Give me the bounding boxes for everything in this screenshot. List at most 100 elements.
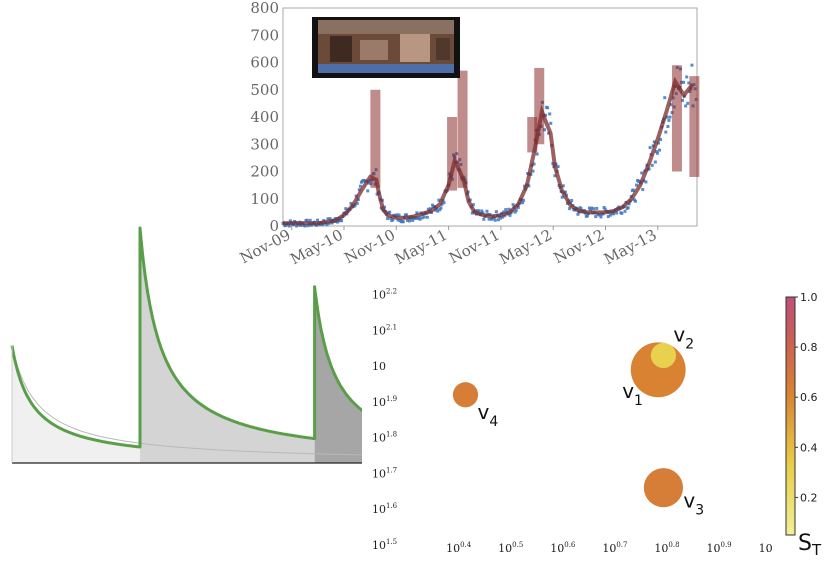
observed-point [420, 216, 424, 220]
x-tick-label: 10 [759, 542, 773, 555]
observed-point [388, 210, 392, 214]
observed-point [437, 198, 441, 202]
observed-point [494, 210, 498, 214]
observed-point [653, 160, 657, 164]
observed-point [667, 118, 671, 122]
observed-point [306, 224, 310, 228]
observed-point [340, 219, 344, 223]
peak-bar [689, 76, 700, 177]
x-tick-label: Nov-11 [446, 226, 503, 268]
observed-point [603, 207, 607, 211]
observed-point [592, 207, 596, 211]
peak-bar [671, 65, 682, 172]
observed-point [560, 195, 564, 199]
observed-point [655, 151, 659, 155]
observed-point [395, 213, 399, 217]
point-label: v3 [683, 489, 704, 519]
observed-point [434, 208, 438, 212]
observed-point [513, 210, 517, 214]
y-tick-label: 101.9 [372, 395, 397, 409]
x-tick-label: May-13 [601, 226, 660, 269]
observed-point [612, 212, 616, 216]
flu-timeseries-chart: 0100200300400500600700800Nov-09May-10Nov… [237, 0, 700, 268]
observed-point [288, 219, 292, 223]
observed-point [644, 180, 648, 184]
observed-point [316, 218, 320, 222]
observed-point [436, 209, 440, 213]
observed-point [682, 80, 686, 84]
observed-point [652, 140, 656, 144]
observed-point [535, 152, 539, 156]
y-tick-label: 101.7 [372, 466, 397, 480]
observed-point [654, 150, 658, 154]
observed-point [287, 224, 291, 228]
y-tick-label: 300 [250, 135, 279, 153]
x-tick-label: 100.9 [707, 541, 732, 555]
observed-point [415, 211, 419, 215]
observed-point [349, 201, 353, 205]
y-tick-label: 800 [250, 0, 279, 17]
observed-point [357, 188, 361, 192]
total-line [10, 226, 401, 449]
y-tick-label: 102.2 [372, 288, 397, 302]
peak-bar [527, 117, 538, 153]
observed-point [501, 215, 505, 219]
observed-point [422, 215, 426, 219]
observed-point [561, 184, 565, 188]
peak-bar [370, 89, 381, 188]
observed-point [686, 101, 690, 105]
colorbar-tick-label: 0.8 [800, 341, 818, 354]
observed-point [588, 208, 592, 212]
y-tick-label: 101.5 [372, 538, 397, 552]
area-region [314, 286, 400, 463]
observed-point [487, 217, 491, 221]
observed-point [303, 224, 307, 228]
y-tick-label: 600 [250, 54, 279, 72]
observed-point [367, 181, 371, 185]
observed-point [428, 207, 432, 211]
x-tick-label: 100.8 [654, 541, 679, 555]
observed-point [627, 202, 631, 206]
observed-point [485, 209, 489, 213]
observed-point [687, 81, 691, 85]
colorbar-label: ST [798, 531, 822, 558]
observed-point [397, 213, 401, 217]
observed-point [668, 115, 672, 119]
observed-point [647, 167, 651, 171]
observed-points [281, 63, 698, 228]
observed-point [633, 199, 637, 203]
observed-point [568, 207, 572, 211]
observed-point [299, 223, 303, 227]
peak-bar [447, 117, 458, 191]
x-tick-label: Nov-10 [341, 226, 398, 268]
observed-point [358, 184, 362, 188]
observed-point [587, 206, 591, 210]
x-tick-label: 100.5 [498, 541, 523, 555]
observed-point [595, 206, 599, 210]
area-region [140, 228, 315, 463]
observed-point [664, 130, 668, 134]
x-tick-label: May-12 [496, 226, 555, 269]
observed-point [542, 128, 546, 132]
observed-point [344, 207, 348, 211]
observed-point [438, 208, 442, 212]
x-tick-label: Nov-09 [237, 226, 294, 268]
observed-point [641, 188, 645, 192]
observed-point [666, 124, 670, 128]
observed-point [508, 213, 512, 217]
observed-point [570, 199, 574, 203]
observed-point [650, 163, 654, 167]
observed-point [396, 218, 400, 222]
y-tick-label: 101.6 [372, 502, 398, 516]
observed-point [405, 218, 409, 222]
observed-point [355, 201, 359, 205]
observed-point [556, 165, 560, 169]
observed-point [404, 213, 408, 217]
observed-point [576, 212, 580, 216]
observed-point [546, 106, 550, 110]
decay-area-chart [10, 226, 401, 464]
observed-point [477, 209, 481, 213]
observed-point [490, 217, 494, 221]
colorbar-tick-label: 0.4 [800, 441, 818, 454]
